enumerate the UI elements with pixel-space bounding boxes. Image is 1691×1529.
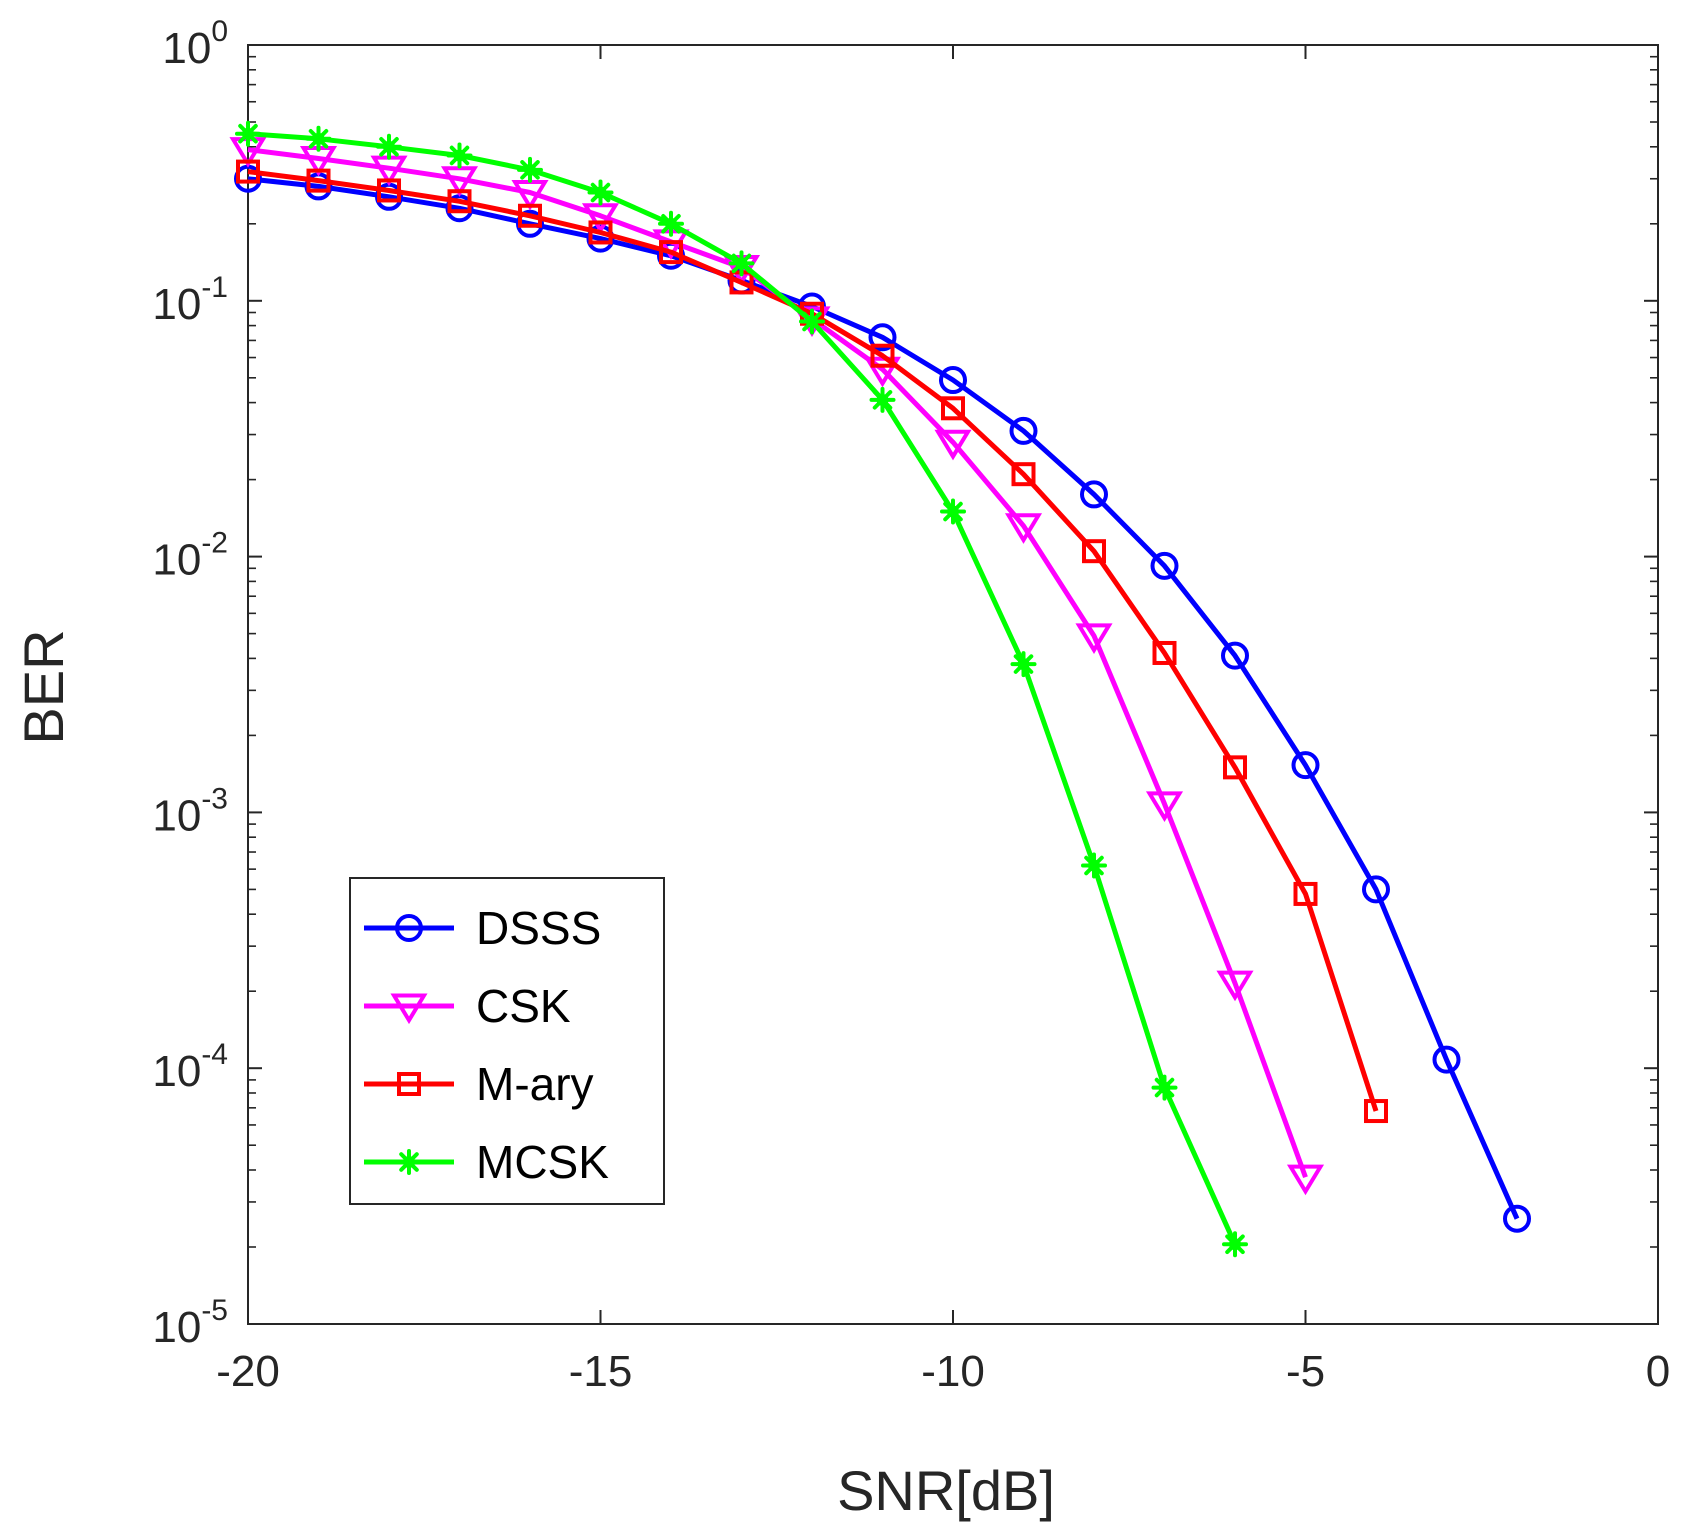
- data-point-m-ary: [518, 203, 542, 228]
- axis-tick-labels: -20 -15 -10 -5 0 10-5 10-4 10-3 10-2 10-1 100: [152, 15, 1670, 1396]
- data-point-dsss: [1362, 875, 1390, 904]
- x-tick-label: -15: [569, 1347, 633, 1396]
- data-point-dsss: [1291, 751, 1320, 780]
- data-point-mcsk: [1222, 1231, 1248, 1258]
- data-point-mcsk: [587, 179, 614, 206]
- data-point-mcsk: [305, 125, 332, 152]
- legend-marker-mcsk: [396, 1149, 422, 1175]
- legend-entry-mcsk: MCSK: [364, 1136, 609, 1188]
- series-mcsk: [235, 120, 1248, 1258]
- x-tick-label: 0: [1646, 1347, 1670, 1396]
- legend-entry-csk: CSK: [364, 980, 571, 1032]
- data-point-csk: [1004, 513, 1043, 544]
- data-point-dsss: [1221, 641, 1249, 670]
- data-point-csk: [1145, 791, 1184, 822]
- series-line-dsss: [247, 176, 1520, 1220]
- legend-marker-m-ary: [397, 1072, 421, 1096]
- data-point-mcsk: [235, 120, 261, 147]
- data-point-mcsk: [658, 210, 684, 237]
- data-point-mcsk: [517, 156, 543, 183]
- data-point-m-ary: [1152, 640, 1177, 665]
- data-point-mcsk: [940, 498, 966, 525]
- data-point-m-ary: [1011, 462, 1036, 487]
- y-tick-label: 10-3: [152, 782, 228, 840]
- x-tick-label: -20: [216, 1347, 280, 1396]
- series-layer: [229, 120, 1531, 1258]
- data-point-dsss: [1432, 1045, 1461, 1074]
- data-point-csk: [934, 429, 972, 461]
- legend-label: CSK: [476, 980, 571, 1032]
- data-point-m-ary: [659, 240, 683, 265]
- legend-label: M-ary: [476, 1058, 594, 1110]
- data-point-m-ary: [941, 396, 965, 421]
- data-point-dsss: [1080, 480, 1108, 509]
- legend-marker-csk: [390, 993, 428, 1025]
- legend-entry-dsss: DSSS: [364, 902, 601, 954]
- data-point-csk: [1216, 970, 1254, 1002]
- data-point-dsss: [939, 366, 967, 395]
- data-point-m-ary: [588, 220, 613, 245]
- data-point-mcsk: [1010, 651, 1037, 678]
- data-point-m-ary: [1223, 755, 1247, 780]
- data-point-mcsk: [1081, 852, 1107, 879]
- data-point-dsss: [1150, 551, 1179, 580]
- data-point-m-ary: [236, 159, 260, 184]
- data-point-m-ary: [1364, 1099, 1388, 1124]
- legend-box: [349, 877, 665, 1205]
- legend-entry-m-ary: M-ary: [364, 1058, 594, 1110]
- x-tick-label: -5: [1286, 1347, 1325, 1396]
- y-tick-label: 10-5: [152, 1294, 228, 1352]
- data-point-csk: [1075, 623, 1113, 654]
- y-tick-label: 10-4: [152, 1038, 228, 1096]
- data-point-m-ary: [1293, 881, 1318, 906]
- legend-marker-dsss: [395, 914, 423, 942]
- data-point-mcsk: [376, 133, 402, 160]
- y-tick-label: 100: [162, 15, 228, 73]
- legend: DSSS CSK M-ary MCSK: [349, 877, 665, 1205]
- data-point-mcsk: [1151, 1074, 1178, 1101]
- data-point-mcsk: [728, 250, 755, 277]
- data-point-m-ary: [870, 343, 895, 368]
- data-point-csk: [1286, 1164, 1325, 1196]
- data-point-dsss: [1009, 416, 1038, 445]
- data-point-m-ary: [1082, 539, 1106, 564]
- y-axis-label: BER: [12, 629, 75, 744]
- data-point-mcsk: [799, 308, 825, 335]
- data-point-dsss: [868, 323, 897, 352]
- x-axis-label: SNR[dB]: [837, 1459, 1055, 1522]
- x-tick-label: -10: [921, 1347, 985, 1396]
- data-point-m-ary: [447, 189, 472, 214]
- axis-ticks: [247, 44, 1659, 1325]
- y-tick-label: 10-1: [152, 271, 228, 329]
- data-point-mcsk: [869, 386, 896, 413]
- data-point-m-ary: [306, 168, 331, 193]
- data-point-dsss: [1503, 1204, 1531, 1233]
- y-tick-label: 10-2: [152, 527, 228, 585]
- data-point-mcsk: [446, 142, 473, 169]
- legend-label: DSSS: [476, 902, 601, 954]
- data-point-m-ary: [377, 178, 401, 203]
- legend-label: MCSK: [476, 1136, 609, 1188]
